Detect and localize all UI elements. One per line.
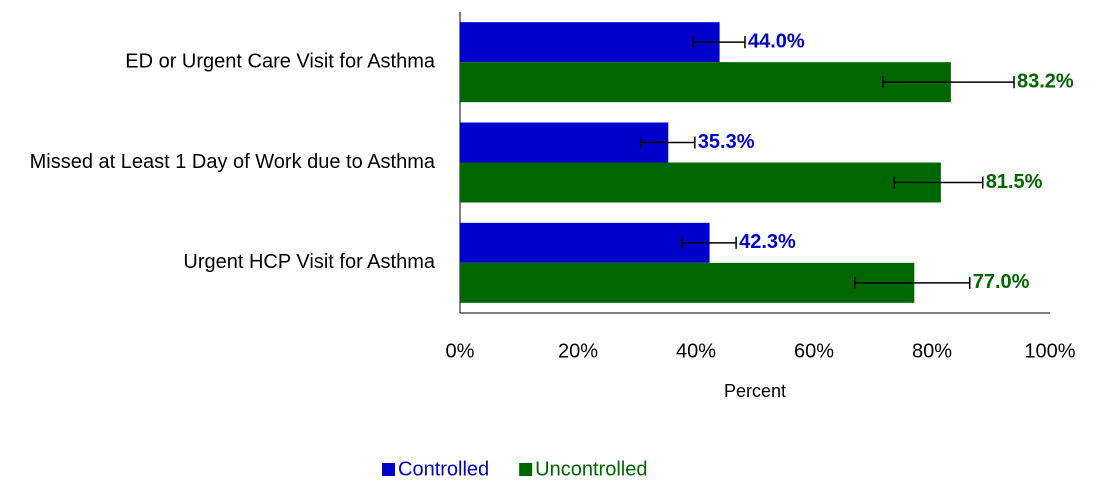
legend-swatch [519, 463, 533, 476]
legend-label: Controlled [398, 458, 489, 480]
bar [460, 162, 941, 203]
value-label: 42.3% [739, 231, 796, 253]
error-bar [853, 276, 971, 289]
x-tick-label: 40% [676, 340, 716, 362]
value-label: 77.0% [973, 271, 1030, 293]
bar [460, 62, 951, 103]
x-tick-label: 100% [1024, 340, 1075, 362]
x-axis-label: Percent [724, 381, 786, 401]
error-bar [893, 176, 984, 189]
x-tick-label: 80% [912, 340, 952, 362]
value-label: 35.3% [698, 131, 755, 153]
value-label: 81.5% [986, 171, 1043, 193]
error-bar [640, 136, 696, 149]
legend-label: Uncontrolled [535, 458, 647, 480]
bar [460, 22, 720, 63]
bar [460, 262, 915, 303]
legend-swatch [382, 463, 395, 476]
value-label: 44.0% [748, 30, 805, 52]
category-label: Urgent HCP Visit for Asthma [183, 251, 435, 273]
x-tick-label: 0% [446, 340, 475, 362]
bar [460, 222, 710, 263]
error-bar [882, 76, 1015, 89]
error-bar [692, 36, 746, 49]
category-label: ED or Urgent Care Visit for Asthma [125, 50, 436, 72]
value-label: 83.2% [1017, 70, 1074, 92]
category-label: Missed at Least 1 Day of Work due to Ast… [30, 151, 436, 173]
error-bar [681, 236, 737, 249]
x-tick-label: 60% [794, 340, 834, 362]
x-tick-label: 20% [558, 340, 598, 362]
bar [460, 122, 669, 163]
